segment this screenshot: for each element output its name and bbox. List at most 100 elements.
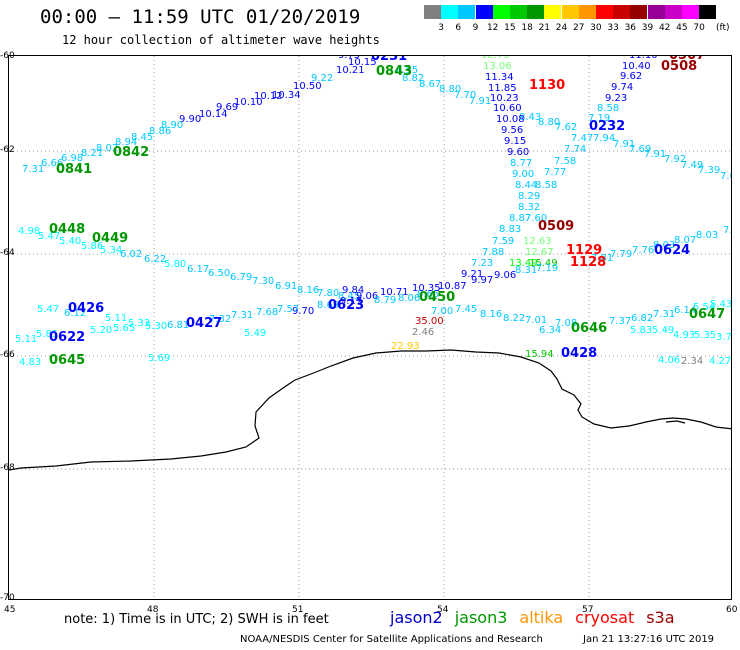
wave-height-value: 8.31 [515,265,537,276]
pass-time-label: 0841 [56,162,92,177]
wave-height-value: 7.62 [555,122,577,133]
wave-height-value: 7.79 [610,249,632,260]
wave-height-value: 10.21 [336,65,365,76]
wave-height-value: 7.91 [613,139,635,150]
wave-height-value: 9.06 [356,291,378,302]
wave-height-value: 7.32 [209,314,231,325]
wave-height-value: 7.39 [698,165,720,176]
scale-swatch [699,5,717,19]
pass-time-label: 1129 [566,243,602,258]
wave-height-value: 4.06 [658,355,680,366]
wave-height-value: 4.93 [673,330,695,341]
pass-time-label: 0428 [561,346,597,361]
pass-time-label: 0450 [419,290,455,305]
wave-height-value: 5.30 [145,321,167,332]
wave-height-value: 8.07 [674,235,696,246]
wave-height-value: 10.87 [438,281,467,292]
observation-layer: 9.7510.1510.219.228.558.828.678.807.707.… [15,56,732,368]
wave-height-value: 8.03 [696,230,718,241]
scale-swatch [510,5,527,19]
wave-height-value: 8.45 [131,132,153,143]
satellite-legend-s3a: s3a [646,608,675,627]
lat-label-64: -64 [0,248,15,258]
wave-height-value: 7.81 [591,253,613,264]
wave-height-value: 10.50 [293,81,322,92]
wave-height-value: 8.55 [396,65,418,76]
wave-height-value: 7.91 [469,96,491,107]
scale-swatch [475,5,493,19]
wave-height-value: 4.27 [709,356,731,367]
wave-height-value: 15.94 [525,349,554,360]
wave-height-value: 10.23 [490,93,519,104]
wave-height-value: 10.40 [622,61,651,72]
wave-height-value: 7.91 [644,149,666,160]
wave-height-value: 10.34 [272,90,301,101]
wave-height-value: 6.82 [631,313,653,324]
wave-height-value: 7.68 [256,307,278,318]
wave-height-value: 7.60 [525,213,547,224]
satellite-legend: jason2 jason3 altika cryosat s3a [390,608,687,627]
wave-height-value: 9.74 [611,82,633,93]
wave-height-value: 5.43 [710,299,732,310]
scale-label: 21 [538,23,551,33]
scale-label: 39 [641,23,654,33]
wave-height-value: 9.90 [179,114,201,125]
wave-height-value: 7.76 [632,245,654,256]
scale-label: 3 [438,23,444,33]
wave-height-value: 7.19 [588,113,610,124]
wave-height-value: 8.16 [480,309,502,320]
scale-label: 70 [693,23,705,33]
pass-time-label: 0427 [186,316,222,331]
wave-height-value: 10.60 [493,103,522,114]
wave-height-value: 9.62 [620,71,642,82]
wave-height-value: 5.69 [148,353,170,364]
wave-height-value: 7.80 [317,288,339,299]
wave-height-value: 13.06 [483,61,512,72]
wave-height-value: 5.34 [100,245,122,256]
scale-label: 27 [572,23,585,33]
wave-height-value: 5.35 [694,330,716,341]
scale-swatch [544,5,562,19]
wave-height-value: 7.37 [609,316,631,327]
scale-label: 12 [486,23,499,33]
pass-time-label: 0624 [654,243,690,258]
scale-label: 15 [504,23,516,33]
wave-height-value: 9.84 [342,285,364,296]
lon-label-60: 60 [726,605,738,615]
wave-height-value: 9.21 [461,269,483,280]
wave-height-value: 6.79 [230,272,252,283]
wave-height-value: 4.83 [19,357,41,368]
wave-height-value: 7.69 [720,171,732,182]
pass-time-label: 0507 [669,56,705,63]
wave-height-value: 9.15 [504,136,526,147]
wave-height-value: 9.22 [311,73,333,84]
lat-label-68: -68 [0,463,15,473]
wave-height-value: 10.14 [199,109,228,120]
scale-label: 24 [555,23,568,33]
pass-time-label: 0623 [328,298,364,313]
wave-height-value: 8.69 [317,300,339,311]
wave-height-value: 6.02 [120,249,142,260]
credit-line: NOAA/NESDIS Center for Satellite Applica… [240,634,543,645]
wave-height-value: 10.10 [234,97,263,108]
lon-label-45: 45 [4,605,16,615]
wave-height-value: 7.70 [454,90,476,101]
wave-height-value: 10.15 [348,57,377,68]
pass-time-label: 0509 [538,219,574,234]
wave-height-value: 11.85 [488,83,517,94]
wave-height-value: 8.86 [149,126,171,137]
wave-height-value: 6.14 [674,305,696,316]
wave-height-value: 4.98 [18,226,40,237]
scale-swatch [441,5,459,19]
wave-height-value: 8.06 [398,293,420,304]
wave-height-value: 8.44 [515,180,537,191]
wave-height-value: 5.47 [38,231,60,242]
scale-swatch [561,5,579,19]
wave-height-value: 7.92 [664,154,686,165]
wave-height-value: 5.85 [36,329,58,340]
wave-height-value: 7.30 [252,276,274,287]
scale-label: 33 [607,23,619,33]
scale-label: 30 [590,23,602,33]
pass-time-label: 0842 [113,145,149,160]
